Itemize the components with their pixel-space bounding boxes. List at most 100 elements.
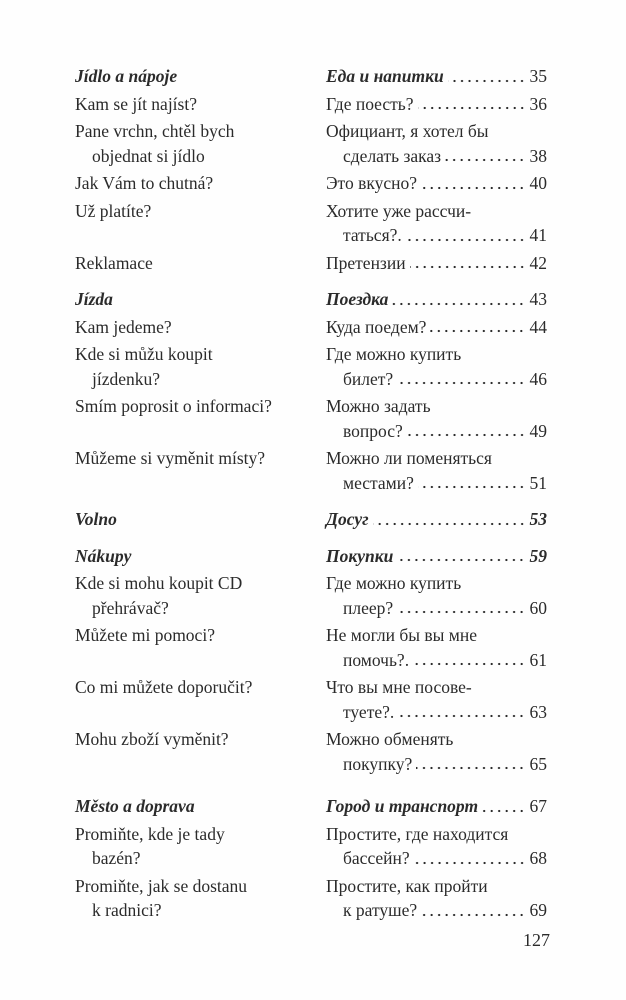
- toc-entry[interactable]: Kam se jít najíst? Где поесть? 36: [75, 91, 547, 116]
- russian-title-line: Город и транспорт 67: [326, 794, 547, 819]
- page-ref: 41: [529, 225, 548, 245]
- page-ref: 51: [529, 472, 548, 493]
- russian-title: Город и транспорт 67: [326, 794, 547, 819]
- russian-title: Это вкусно? 40: [326, 171, 547, 196]
- russian-title-text: Поездка: [326, 289, 389, 309]
- russian-title-line: Где поесть? 36: [326, 91, 547, 116]
- dot-leader: [397, 595, 526, 620]
- russian-title-line: Покупки 59: [326, 543, 548, 568]
- russian-title: Где можно купить плеер? 60: [326, 571, 547, 620]
- toc-entry[interactable]: Reklamace Претензии 42: [75, 250, 547, 275]
- czech-title-line: Promiňte, kde je tady: [75, 823, 225, 844]
- dot-leader: [421, 171, 526, 196]
- czech-title-line: Kde si mohu koupit CD: [75, 573, 243, 593]
- toc-entry[interactable]: Můžete mi pomoci? Не могли бы вы мне помоч…: [75, 623, 547, 672]
- russian-title: Еда и напитки 35: [326, 64, 547, 89]
- page-ref: 35: [529, 66, 548, 86]
- russian-title-text: Куда поедем?: [326, 316, 427, 337]
- table-of-contents: Jídlo a nápoje Еда и напитки 35 Kam se jít …: [75, 64, 547, 923]
- toc-section-heading[interactable]: Jízda Поездка 43: [75, 287, 547, 312]
- czech-title-line: jízdenku?: [92, 368, 161, 389]
- toc-entry[interactable]: Pane vrchn, chtěl bych objednat si jídlo О…: [75, 119, 547, 168]
- page-ref: 38: [529, 145, 548, 166]
- page-ref: 68: [529, 848, 548, 868]
- toc-entry[interactable]: Smím poprosit o informaci? Можно задать во…: [75, 394, 547, 443]
- toc-entry[interactable]: Promiňte, kde je tady bazén? Простите, где…: [75, 822, 547, 871]
- czech-title-line: Volno: [75, 509, 117, 529]
- dot-leader: [413, 647, 526, 672]
- dot-leader: [430, 314, 526, 339]
- page-ref: 44: [529, 316, 548, 337]
- russian-title-text: таться?.: [343, 225, 402, 245]
- czech-title-line: Co mi můžete doporučit?: [75, 677, 253, 697]
- russian-title: Простите, где находится бассейн? 68: [326, 822, 547, 871]
- czech-title: Volno: [75, 507, 326, 532]
- czech-title: Můžete mi pomoci?: [75, 623, 326, 672]
- czech-title: Jak Vám to chutná?: [75, 171, 326, 196]
- page-ref: 59: [529, 545, 548, 566]
- dot-leader: [405, 223, 526, 248]
- toc-entry[interactable]: Kam jedeme? Куда поедем? 44: [75, 314, 548, 339]
- dot-leader: [409, 250, 526, 275]
- page-ref: 40: [529, 173, 548, 193]
- page-ref: 60: [529, 597, 548, 618]
- russian-title-line: Простите, как пройти: [326, 875, 488, 896]
- czech-title-line: Pane vrchn, chtěl bych: [75, 121, 235, 141]
- czech-title-line: Nákupy: [75, 545, 132, 566]
- toc-section-heading[interactable]: Nákupy Покупки 59: [75, 543, 548, 569]
- russian-title-text: Еда и напитки: [326, 66, 444, 86]
- russian-title-line: Простите, где находится: [326, 823, 509, 844]
- dot-leader: [421, 898, 526, 923]
- czech-title-line: Město a doprava: [75, 796, 195, 816]
- toc-entry[interactable]: Kde si můžu koupit jízdenku? Где можно куп…: [75, 342, 547, 391]
- russian-title-text: Город и транспорт: [326, 796, 479, 816]
- russian-title-line: Куда поедем? 44: [326, 314, 548, 339]
- toc-section-heading[interactable]: Město a doprava Город и транспорт 67: [75, 794, 547, 819]
- czech-title: Nákupy: [75, 544, 326, 569]
- czech-title: Jízda: [75, 287, 326, 312]
- toc-entry[interactable]: Co mi můžete doporučit? Что вы мне посове…: [75, 675, 547, 724]
- russian-title: Хотите уже рассчи-таться?. 41: [326, 199, 547, 248]
- dot-leader: [413, 846, 526, 871]
- page-ref: 43: [529, 289, 548, 309]
- russian-title-text: сделать заказ: [343, 145, 442, 166]
- russian-title-line: покупку? 65: [326, 751, 547, 776]
- russian-title: Можно ли поменяться местами? 51: [326, 446, 547, 495]
- toc-entry[interactable]: Už platíte? Хотите уже рассчи-таться?. 41: [75, 199, 547, 248]
- toc-entry[interactable]: Promiňte, jak se dostanu k radnici? Прости…: [75, 874, 547, 923]
- czech-title-line: Jak Vám to chutná?: [75, 173, 214, 193]
- toc-entry[interactable]: Můžeme si vyměnit místy? Можно ли поменят…: [75, 446, 547, 495]
- russian-title-line: Хотите уже рассчи-: [326, 200, 472, 221]
- russian-title-line: Это вкусно? 40: [326, 171, 547, 196]
- russian-title-text: покупку?: [343, 753, 413, 774]
- czech-title-line: k radnici?: [92, 900, 162, 920]
- toc-entry[interactable]: Jak Vám to chutná? Это вкусно? 40: [75, 171, 547, 196]
- toc-section-heading[interactable]: Volno Досуг 53: [75, 507, 547, 532]
- czech-title-line: objednat si jídlo: [92, 145, 205, 166]
- russian-title-text: бассейн?: [343, 848, 410, 868]
- russian-title-text: Претензии: [326, 252, 406, 273]
- czech-title-line: Jízda: [75, 289, 113, 309]
- toc-entry[interactable]: Kde si mohu koupit CD přehrávač? Где можно…: [75, 571, 547, 620]
- russian-title: Простите, как пройти к ратуше? 69: [326, 874, 547, 923]
- russian-title-text: Это вкусно?: [326, 173, 418, 193]
- czech-title: Město a doprava: [75, 794, 326, 819]
- page-ref: 69: [529, 900, 548, 920]
- russian-title-text: билет?: [343, 368, 394, 389]
- russian-title-line: вопрос? 49: [326, 418, 547, 443]
- russian-title: Досуг 53: [326, 507, 547, 532]
- russian-title-text: Покупки: [326, 545, 394, 566]
- dot-leader: [398, 699, 526, 724]
- toc-section-heading[interactable]: Jídlo a nápoje Еда и напитки 35: [75, 64, 547, 89]
- page-ref: 61: [529, 649, 548, 670]
- page-ref: 67: [529, 796, 548, 816]
- russian-title-line: местами? 51: [326, 470, 548, 495]
- russian-title-line: Где можно купить: [326, 573, 462, 593]
- russian-title-text: Где поесть?: [326, 93, 414, 114]
- dot-leader: [482, 794, 526, 819]
- czech-title-line: Můžete mi pomoci?: [75, 625, 215, 645]
- russian-title-line: Можно задать: [326, 396, 431, 416]
- toc-entry[interactable]: Mohu zboží vyměnit? Можно обменять покупку…: [75, 727, 547, 776]
- russian-title: Претензии 42: [326, 250, 547, 275]
- dot-leader: [416, 751, 526, 776]
